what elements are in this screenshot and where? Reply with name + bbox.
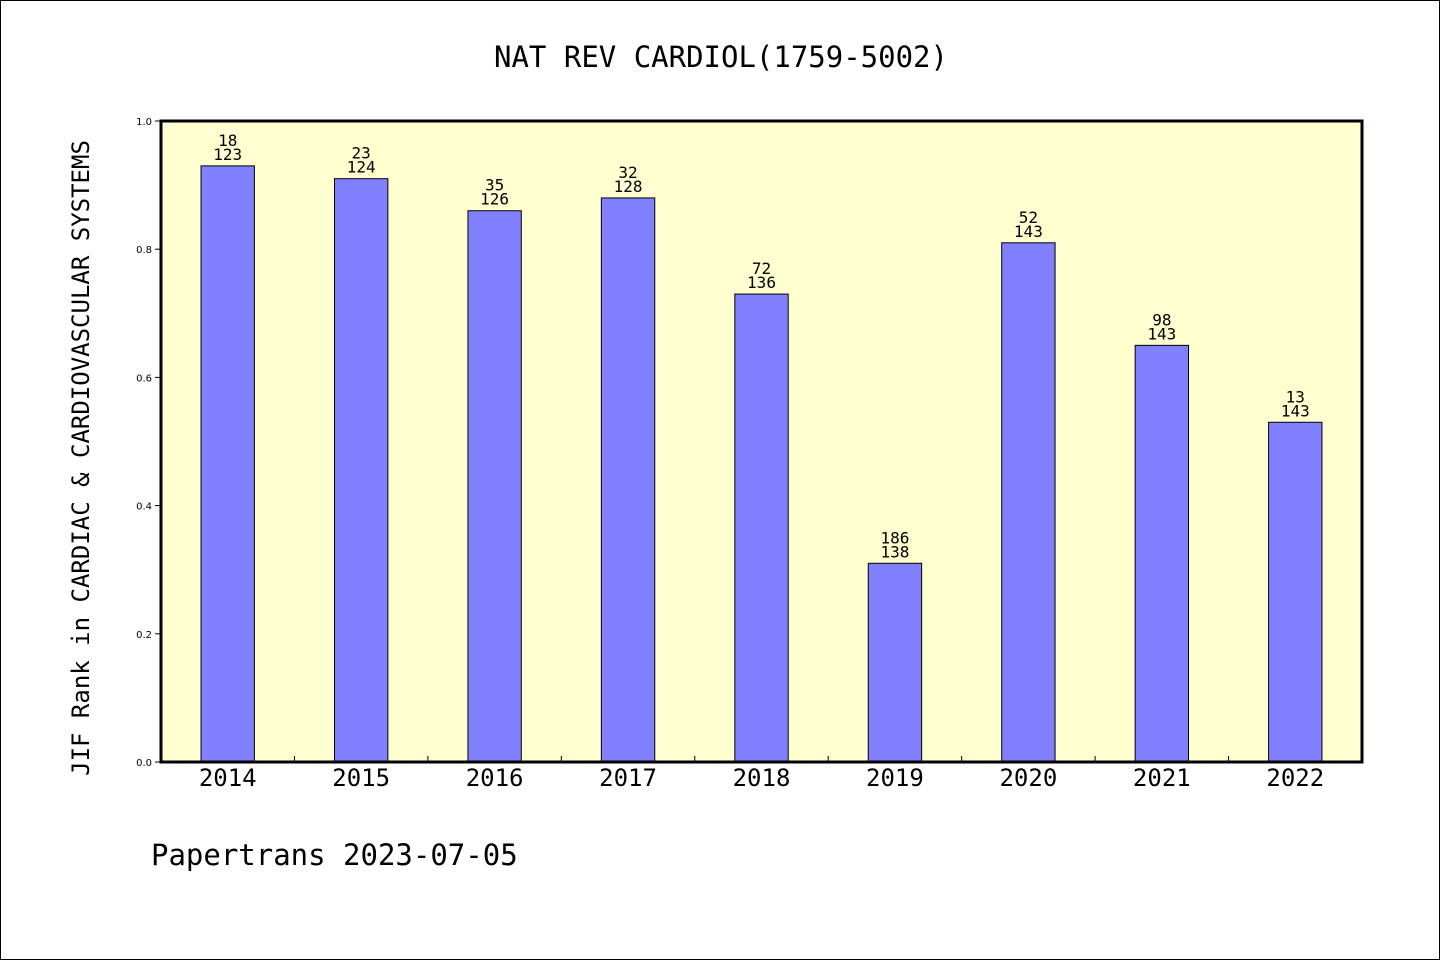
bar-2014 [200,165,255,763]
bar-rank-label: 18 [218,131,237,150]
bar-rank-label: 13 [1286,387,1305,406]
footer-text: Papertrans 2023-07-05 [151,838,518,872]
bar-rank-label: 186 [880,528,909,547]
bar-total-label: 143 [1014,222,1043,241]
bar-total-label: 143 [1147,324,1176,343]
bar-total-label: 138 [880,542,909,561]
bar-2021 [1134,344,1190,763]
chart-title: NAT REV CARDIOL(1759-5002) [494,40,948,74]
bar-2019 [867,562,923,763]
x-tick-label: 2021 [1133,764,1191,792]
x-tick-label: 2017 [599,764,657,792]
bar-2018 [734,293,789,763]
bar-rank-label: 35 [485,176,504,195]
y-axis-label: JIF Rank in CARDIAC & CARDIOVASCULAR SYS… [67,140,95,776]
bar-total-label: 126 [480,190,509,209]
bar-rank-label: 52 [1019,208,1038,227]
x-tick-label: 2014 [199,764,257,792]
bar-2020 [1001,242,1056,763]
x-tick-label: 2022 [1266,764,1324,792]
y-tick-label: 0.4 [136,502,152,513]
bar-total-label: 128 [614,177,643,196]
bar-2022 [1268,421,1323,763]
y-tick-label: 1.0 [136,117,152,128]
y-axis-ticks: 0.0 0.2 0.4 0.6 0.8 1.0 [136,117,161,769]
bar-2015 [333,178,389,763]
bar-total-label: 143 [1281,401,1310,420]
bar-total-label: 123 [213,145,242,164]
x-tick-label: 2019 [866,764,924,792]
bar-rank-label: 98 [1152,310,1171,329]
bar-2016 [467,210,522,763]
bar-2017 [600,197,656,763]
bar-rank-label: 32 [618,163,637,182]
plot-border [159,119,1364,764]
bar-rank-label: 23 [352,144,371,163]
y-tick-label: 0.6 [136,373,152,384]
y-tick-label: 0.8 [136,245,152,256]
x-tick-label: 2015 [332,764,390,792]
bar-total-label: 136 [747,273,776,292]
y-tick-label: 0.0 [136,758,152,769]
bar-rank-label: 72 [752,259,771,278]
bar-total-label: 124 [347,158,376,177]
x-tick-label: 2020 [999,764,1057,792]
y-tick-label: 0.2 [136,630,152,641]
x-axis-ticks: 2014 2015 2016 2017 2018 2019 2020 2021 2022 [199,756,1324,792]
x-tick-label: 2016 [466,764,524,792]
x-tick-label: 2018 [733,764,791,792]
